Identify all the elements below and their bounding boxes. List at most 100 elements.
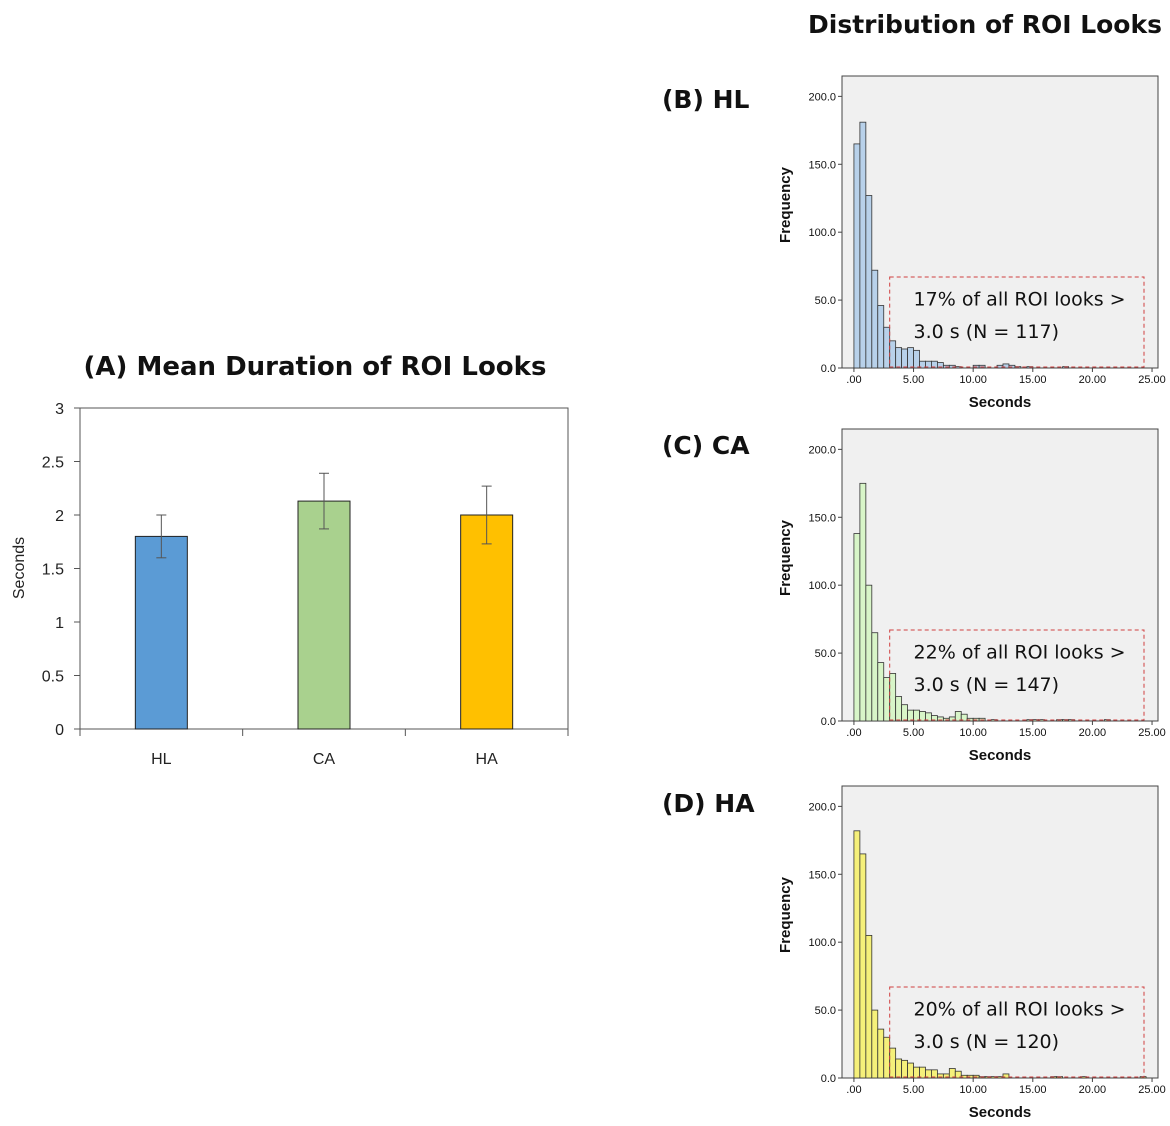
- histogram-bar: [913, 1066, 920, 1079]
- histogram-y-tick-label: 50.0: [815, 295, 836, 307]
- histogram-x-tick-label: 15.00: [1019, 374, 1047, 386]
- histogram-y-tick-label: 150.0: [808, 159, 836, 171]
- histogram-y-tick-label: 200.0: [808, 801, 836, 813]
- histogram-y-tick-label: 200.0: [808, 91, 836, 103]
- histogram-bar: [883, 326, 891, 369]
- histogram-bar: [889, 673, 897, 722]
- histogram-y-tick-label: 150.0: [808, 869, 836, 881]
- chart-a-y-tick-label: 1.5: [42, 562, 64, 579]
- histogram-bar: [865, 195, 873, 369]
- histogram-x-tick-label: 25.00: [1138, 374, 1166, 386]
- histogram-bar: [895, 696, 903, 722]
- chart-a-y-tick-label: 1: [55, 615, 64, 632]
- chart-a-y-tick-label: 0: [55, 722, 64, 739]
- histogram-bar: [865, 934, 873, 1079]
- histogram-y-tick-label: 0.0: [821, 363, 836, 375]
- histogram-bar: [853, 143, 861, 369]
- histogram-bar: [859, 121, 867, 369]
- histogram-x-axis-label: Seconds: [969, 747, 1032, 764]
- histogram-x-tick-label: 10.00: [959, 1084, 987, 1096]
- annotation-line-1: 22% of all ROI looks >: [914, 642, 1126, 664]
- histogram-ha: (D) HA 0.0 50.0 100.0 150.0 200.0 .00 5.00 10.00…: [662, 785, 1166, 1121]
- histogram-bar: [901, 704, 908, 722]
- panel-label-ca: (C) CA: [662, 431, 750, 460]
- histogram-x-tick-label: 25.00: [1138, 1084, 1166, 1096]
- histogram-bar: [877, 1028, 885, 1079]
- histogram-x-tick-label: .00: [846, 374, 861, 386]
- histogram-bar: [883, 677, 891, 722]
- histogram-y-tick-label: 100.0: [808, 227, 836, 239]
- histogram-bar: [877, 305, 885, 369]
- histogram-y-tick-label: 0.0: [821, 716, 836, 728]
- chart-a-bar-ca: [297, 500, 351, 730]
- histogram-bar: [853, 533, 861, 722]
- histogram-hl: (B) HL 0.0 50.0 100.0 150.0 200.0 .00 5.00 10.00…: [662, 75, 1166, 411]
- histogram-bar: [895, 1058, 903, 1079]
- histogram-y-tick-label: 100.0: [808, 937, 836, 949]
- histogram-x-tick-label: .00: [846, 727, 861, 739]
- annotation-line-1: 20% of all ROI looks >: [914, 999, 1126, 1021]
- histogram-bar: [853, 830, 861, 1079]
- histogram-y-tick-label: 50.0: [815, 1005, 836, 1017]
- histogram-x-tick-label: 20.00: [1079, 1084, 1107, 1096]
- histogram-ca: (C) CA 0.0 50.0 100.0 150.0 200.0 .00 5.00 10.00…: [662, 428, 1166, 764]
- histogram-bar: [889, 1047, 897, 1079]
- histogram-bar: [883, 1036, 891, 1079]
- histogram-x-tick-label: 5.00: [903, 1084, 924, 1096]
- histogram-x-tick-label: 10.00: [959, 727, 987, 739]
- histogram-bar: [954, 1070, 962, 1079]
- chart-a-x-tick-label: CA: [313, 751, 336, 768]
- histogram-x-tick-label: 10.00: [959, 374, 987, 386]
- chart-a-y-tick-label: 2: [55, 508, 64, 525]
- distribution-title: Distribution of ROI Looks: [808, 10, 1162, 39]
- annotation-box: [889, 276, 1145, 368]
- annotation-line-2: 3.0 s (N = 147): [914, 674, 1059, 696]
- histogram-bar: [907, 347, 914, 369]
- histogram-x-tick-label: 15.00: [1019, 1084, 1047, 1096]
- histogram-bar: [895, 347, 903, 369]
- histogram-x-axis-label: Seconds: [969, 1104, 1032, 1121]
- chart-a-y-tick-label: 0.5: [42, 669, 64, 686]
- histogram-bar: [871, 269, 879, 369]
- chart-a-y-tick-label: 3: [55, 401, 64, 418]
- histogram-bar: [871, 1009, 879, 1079]
- histogram-bar: [901, 1059, 908, 1079]
- annotation-box: [889, 629, 1145, 721]
- histogram-bar: [877, 662, 885, 722]
- histogram-bar: [1002, 1073, 1010, 1079]
- histogram-bar: [907, 1062, 914, 1079]
- histogram-x-tick-label: 5.00: [903, 727, 924, 739]
- histogram-plot-area: [841, 785, 1159, 1079]
- histogram-y-axis-label: Frequency: [777, 519, 794, 596]
- histogram-bar: [871, 632, 879, 722]
- histogram-x-tick-label: 5.00: [903, 374, 924, 386]
- chart-a-x-tick-label: HA: [476, 751, 499, 768]
- histogram-y-tick-label: 100.0: [808, 580, 836, 592]
- chart-a-bar-hl: [134, 535, 188, 730]
- histogram-bar: [913, 709, 920, 722]
- histogram-bar: [865, 584, 873, 722]
- annotation-box: [889, 986, 1145, 1078]
- histogram-bar: [907, 709, 914, 722]
- histogram-y-tick-label: 200.0: [808, 444, 836, 456]
- chart-a-x-tick-label: HL: [151, 751, 172, 768]
- histogram-x-tick-label: 20.00: [1079, 374, 1107, 386]
- histogram-y-axis-label: Frequency: [777, 166, 794, 243]
- histogram-x-tick-label: 20.00: [1079, 727, 1107, 739]
- histogram-y-tick-label: 0.0: [821, 1073, 836, 1085]
- panel-label-hl: (B) HL: [662, 85, 750, 114]
- annotation-line-2: 3.0 s (N = 120): [914, 1031, 1059, 1053]
- histogram-bar: [859, 482, 867, 722]
- annotation-line-2: 3.0 s (N = 117): [914, 321, 1059, 343]
- chart-a-y-tick-label: 2.5: [42, 455, 64, 472]
- panel-label-ha: (D) HA: [662, 789, 755, 818]
- histogram-y-tick-label: 50.0: [815, 648, 836, 660]
- histogram-bar: [913, 349, 920, 369]
- histogram-x-axis-label: Seconds: [969, 394, 1032, 411]
- chart-a-title: (A) Mean Duration of ROI Looks: [84, 352, 547, 382]
- histogram-bar: [901, 348, 908, 369]
- histogram-x-tick-label: 15.00: [1019, 727, 1047, 739]
- annotation-line-1: 17% of all ROI looks >: [914, 289, 1126, 311]
- histogram-plot-area: [841, 428, 1159, 722]
